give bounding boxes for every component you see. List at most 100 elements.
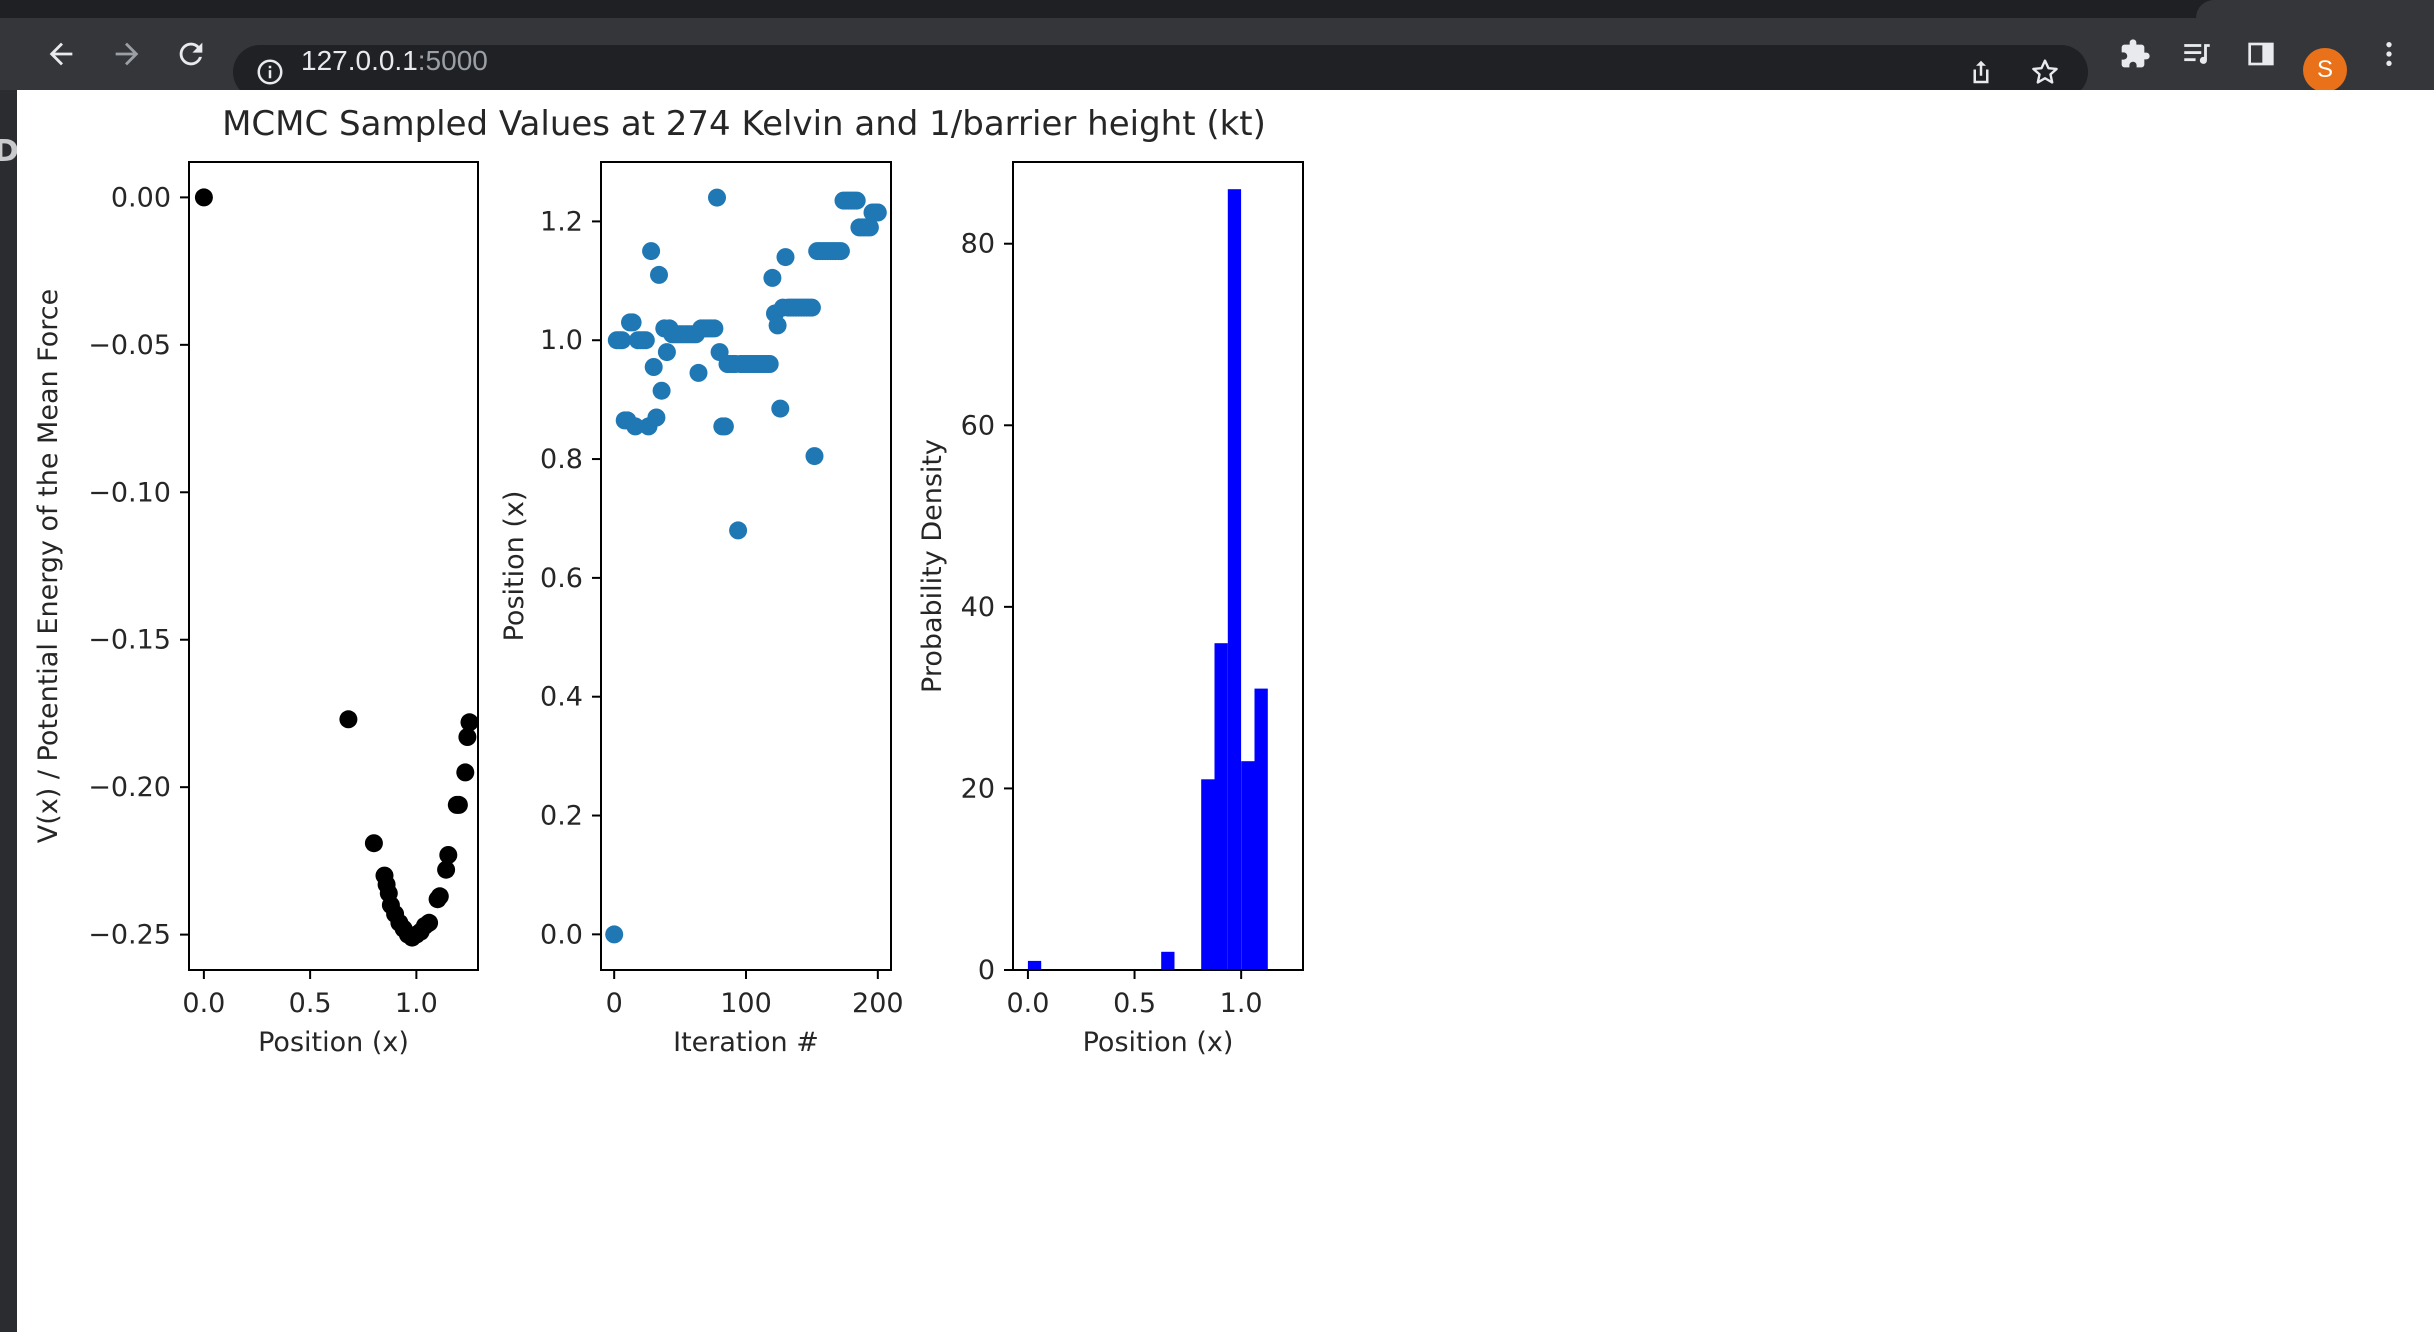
adjacent-window-glyph: D (0, 134, 19, 169)
panel1-point (437, 860, 456, 879)
panel1-point (339, 710, 358, 729)
panel1-y-axis-label: V(x) / Potential Energy of the Mean Forc… (33, 289, 64, 843)
panel2-x-tick-label: 200 (852, 988, 904, 1019)
panel1-point (456, 763, 475, 782)
kebab-menu-icon (2386, 42, 2392, 66)
panel2-point (642, 242, 661, 261)
browser-menu-button[interactable] (2363, 28, 2415, 80)
media-queue-button[interactable] (2171, 28, 2223, 80)
panel1-y-tick-label: −0.20 (88, 772, 171, 803)
panel2-point (708, 188, 726, 207)
panel2-y-tick-label: 0.6 (540, 563, 583, 594)
panel3-x-tick-label: 0.5 (1113, 988, 1156, 1019)
panel1-x-tick-label: 0.0 (182, 988, 225, 1019)
adjacent-window-edge: D (0, 90, 19, 1332)
mcmc-figure: MCMC Sampled Values at 274 Kelvin and 1/… (33, 104, 1304, 1058)
panel1-point (420, 913, 439, 932)
panel2-point (689, 363, 708, 382)
panel2-point (636, 331, 655, 350)
panel2-point (705, 319, 724, 338)
extensions-button[interactable] (2109, 28, 2161, 80)
panel2-point (626, 417, 645, 436)
panel1-y-tick-label: 0.00 (111, 182, 171, 213)
panel1-point (194, 188, 213, 207)
panel2-point (647, 408, 666, 427)
panel2-y-tick-label: 1.0 (540, 325, 583, 356)
panel1-point (364, 834, 383, 853)
panel1-point (449, 795, 468, 814)
panel2-point (776, 248, 795, 267)
panel2-point (805, 447, 824, 466)
panel2-point (831, 242, 850, 261)
side-panel-icon (2248, 42, 2274, 66)
panel1-y-tick-label: −0.10 (88, 477, 171, 508)
url-host: 127.0.0.1 (301, 45, 418, 76)
panel2-point (802, 298, 821, 317)
panel2-point (652, 381, 671, 400)
panel3-y-axis-label: Probability Density (917, 439, 948, 693)
panel2-y-tick-label: 1.2 (540, 206, 583, 237)
share-icon[interactable] (1966, 57, 1996, 87)
panel1-x-tick-label: 1.0 (395, 988, 438, 1019)
page-content: MCMC Sampled Values at 274 Kelvin and 1/… (17, 90, 2434, 1332)
panel1-point (430, 887, 449, 906)
panel1-point (460, 713, 479, 732)
panel2-point (771, 399, 790, 418)
extensions-puzzle-icon (2121, 39, 2150, 68)
url-text[interactable]: 127.0.0.1:5000 (301, 45, 488, 99)
panel2-point (613, 331, 632, 350)
active-tab-edge[interactable] (2196, 0, 2434, 18)
forward-arrow-icon (115, 42, 139, 66)
panel3-y-tick-label: 40 (961, 592, 995, 623)
url-port: :5000 (417, 45, 488, 76)
panel3-x-tick-label: 0.0 (1006, 988, 1049, 1019)
panel2-x-tick-label: 0 (606, 988, 623, 1019)
panel1-point (458, 728, 477, 746)
panel3-histogram-bar (1254, 688, 1268, 970)
side-panel-button[interactable] (2235, 28, 2287, 80)
reload-button[interactable] (165, 28, 217, 80)
panel2-point (860, 218, 879, 237)
panel3-histogram-bar (1214, 643, 1228, 970)
panel2-point (760, 355, 779, 373)
forward-button[interactable] (101, 28, 153, 80)
panel2-point (768, 316, 787, 335)
panel2-point (657, 343, 676, 362)
panel3-y-tick-label: 0 (978, 955, 995, 986)
panel3-x-tick-label: 1.0 (1220, 988, 1263, 1019)
panel2-x-tick-label: 100 (720, 988, 772, 1019)
media-queue-icon (2184, 44, 2210, 64)
panel2-point (729, 521, 748, 540)
panel2-y-tick-label: 0.8 (540, 444, 583, 475)
back-arrow-icon (49, 42, 73, 66)
panel1-axes-frame (188, 161, 479, 971)
panel1-y-tick-label: −0.25 (88, 920, 171, 951)
panel3-histogram-bar (1201, 779, 1215, 970)
panel2-point (847, 191, 866, 210)
figure-title: MCMC Sampled Values at 274 Kelvin and 1/… (222, 104, 1266, 144)
profile-avatar[interactable]: S (2303, 48, 2347, 92)
panel3-histogram-bar (1027, 960, 1042, 970)
panel3-x-axis-label: Position (x) (1083, 1027, 1234, 1058)
panel2-point (623, 313, 642, 332)
panel1-y-tick-label: −0.05 (88, 330, 171, 361)
panel3-histogram-bar (1241, 761, 1255, 970)
panel2-point (715, 417, 734, 436)
panel3-y-tick-label: 60 (961, 410, 995, 441)
reload-icon (179, 42, 203, 66)
back-button[interactable] (35, 28, 87, 80)
panel1-x-tick-label: 0.5 (289, 988, 332, 1019)
bookmark-star-icon[interactable] (2029, 56, 2061, 88)
panel2-y-tick-label: 0.0 (540, 919, 583, 950)
panel3-axes-frame (1012, 161, 1304, 971)
panel1-y-tick-label: −0.15 (88, 625, 171, 656)
panel3-histogram-bar (1227, 189, 1242, 970)
panel2-point (644, 358, 663, 376)
info-icon[interactable] (255, 57, 285, 87)
panel2-point (868, 203, 887, 222)
panel3-y-tick-label: 80 (961, 229, 995, 260)
panel2-point (650, 265, 668, 284)
panel2-point (763, 268, 782, 287)
panel1-x-axis-label: Position (x) (258, 1027, 409, 1058)
panel3-y-tick-label: 20 (961, 773, 995, 804)
